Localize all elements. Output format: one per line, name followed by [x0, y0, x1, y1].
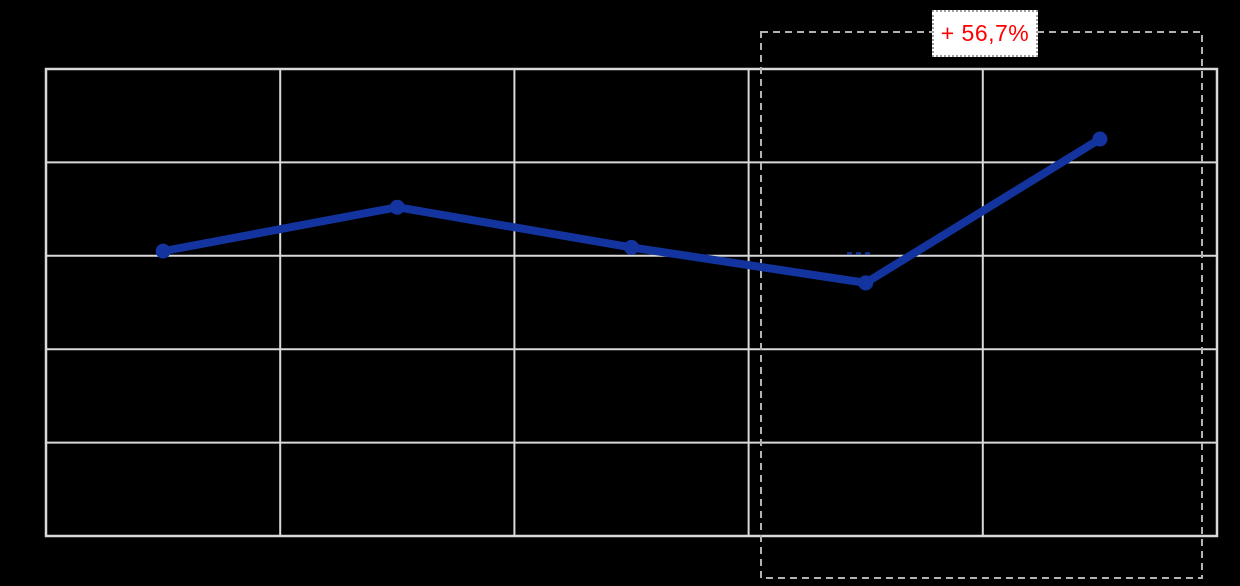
increase-callout-label: + 56,7%: [940, 20, 1030, 46]
plot-border: [44, 67, 1219, 538]
data-point-marker: [624, 239, 639, 255]
increase-callout: + 56,7%: [932, 10, 1038, 57]
data-point-marker: [389, 199, 405, 215]
data-point-marker: [858, 275, 874, 291]
series-line: [159, 135, 1104, 287]
highlight-rect: [760, 31, 1203, 579]
data-point-marker: [155, 243, 171, 259]
data-point-marker: [1092, 131, 1108, 147]
